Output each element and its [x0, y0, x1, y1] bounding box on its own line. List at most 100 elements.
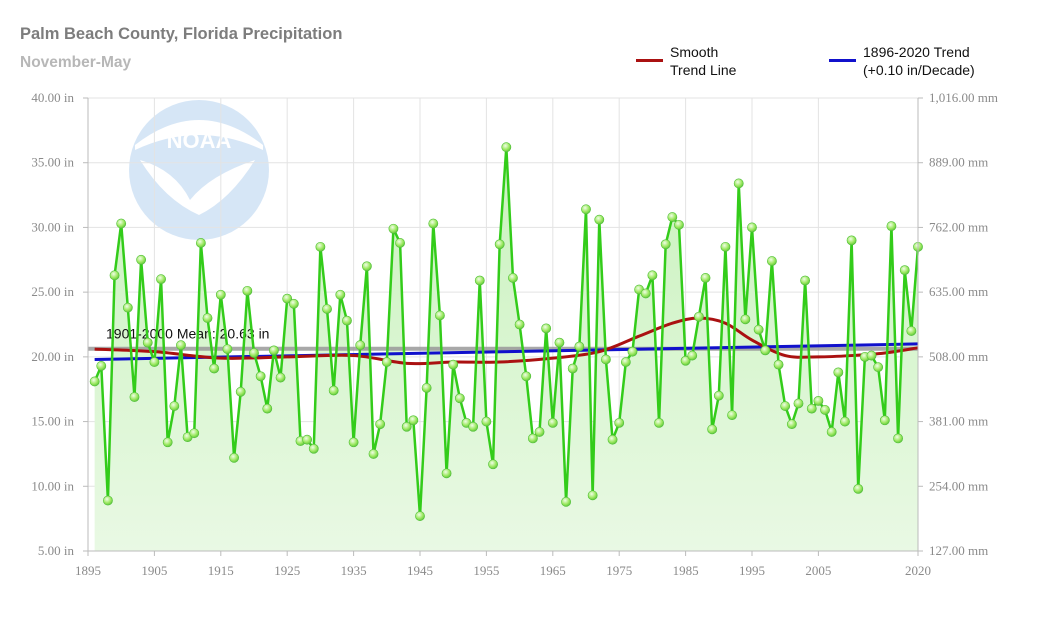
- data-point: [401, 421, 412, 432]
- data-point: [840, 416, 850, 427]
- data-point: [454, 393, 465, 404]
- chart-subtitle: November-May: [20, 54, 132, 71]
- data-point: [508, 273, 518, 283]
- legend-swatch-linear: [829, 59, 856, 62]
- data-point: [747, 222, 757, 233]
- x-tick-label: 1895: [75, 563, 101, 578]
- data-point: [587, 490, 598, 501]
- y2-tick-label: 508.00 mm: [929, 349, 988, 364]
- data-point: [733, 178, 744, 189]
- data-point: [395, 238, 405, 248]
- data-point: [408, 415, 419, 426]
- data-point: [415, 511, 425, 521]
- x-tick-label: 1905: [141, 563, 167, 578]
- data-point: [899, 265, 910, 276]
- data-point: [142, 337, 153, 348]
- data-point: [435, 310, 445, 321]
- y-tick-label: 30.00 in: [31, 219, 74, 234]
- data-point: [103, 495, 113, 506]
- y2-tick-label: 889.00 mm: [929, 155, 988, 170]
- data-point: [169, 401, 180, 411]
- data-point: [846, 235, 857, 246]
- data-point: [800, 275, 811, 286]
- data-point: [873, 362, 884, 373]
- legend-item-linear[interactable]: 1896-2020 Trend (+0.10 in/Decade): [863, 43, 975, 79]
- y-tick-label: 25.00 in: [31, 284, 74, 299]
- legend-label-smooth-line1: Smooth: [670, 44, 719, 60]
- data-point: [607, 434, 618, 445]
- x-tick-label: 1925: [274, 563, 300, 578]
- data-point: [654, 417, 664, 428]
- chart-title: Palm Beach County, Florida Precipitation: [20, 25, 343, 43]
- y-tick-label: 15.00 in: [31, 414, 74, 429]
- legend-item-smooth[interactable]: Smooth Trend Line: [670, 43, 736, 79]
- data-point: [176, 340, 186, 351]
- data-point: [441, 468, 452, 479]
- data-point: [209, 363, 220, 374]
- data-point: [269, 345, 279, 356]
- data-point: [514, 319, 525, 330]
- legend-label-smooth-line2: Trend Line: [670, 62, 737, 78]
- y2-tick-label: 254.00 mm: [929, 478, 988, 493]
- data-point: [647, 270, 658, 281]
- data-point: [262, 403, 273, 414]
- x-tick-label: 1995: [739, 563, 765, 578]
- data-point: [202, 313, 213, 323]
- data-point: [488, 459, 498, 470]
- data-point: [315, 241, 326, 252]
- data-point: [753, 324, 764, 335]
- x-tick-label: 1945: [407, 563, 433, 578]
- legend-label-linear-line1: 1896-2020 Trend: [863, 44, 970, 60]
- data-point: [567, 363, 578, 374]
- data-point: [740, 314, 751, 325]
- data-point: [700, 273, 711, 283]
- data-point: [195, 238, 206, 248]
- data-point: [674, 219, 684, 230]
- legend-swatch-smooth: [636, 59, 663, 62]
- data-point: [494, 239, 505, 250]
- data-point: [355, 340, 366, 351]
- data-point: [640, 288, 651, 299]
- data-point: [667, 212, 678, 222]
- trend-lines: [94, 316, 919, 366]
- data-point: [767, 256, 777, 266]
- data-point: [501, 142, 512, 153]
- data-point: [879, 415, 890, 426]
- legend-label-linear-line2: (+0.10 in/Decade): [863, 62, 975, 78]
- data-point: [468, 421, 479, 432]
- data-point: [348, 437, 359, 448]
- y2-tick-label: 127.00 mm: [929, 543, 988, 558]
- data-point: [833, 367, 844, 378]
- data-point: [162, 437, 173, 448]
- x-tick-label: 2020: [905, 563, 931, 578]
- data-point: [853, 483, 864, 494]
- y2-tick-label: 381.00 mm: [929, 414, 988, 429]
- data-point: [328, 385, 339, 396]
- data-point: [760, 345, 771, 356]
- y-tick-label: 20.00 in: [31, 349, 74, 364]
- smooth-trend-line: [94, 316, 919, 366]
- data-point: [687, 350, 698, 361]
- data-point: [375, 419, 386, 430]
- data-point: [129, 392, 140, 402]
- y-tick-label: 35.00 in: [31, 155, 74, 170]
- data-point: [308, 443, 319, 454]
- axes: 5.00 in 127.00 mm 10.00 in 254.00 mm 15.00 i…: [31, 90, 998, 578]
- data-point: [388, 223, 399, 234]
- data-point: [149, 357, 160, 367]
- data-point: [574, 341, 585, 352]
- data-point: [601, 354, 611, 365]
- data-point: [707, 424, 718, 435]
- data-point: [527, 433, 538, 444]
- data-point: [288, 298, 299, 309]
- data-point: [720, 241, 731, 252]
- data-point: [660, 239, 671, 250]
- data-point: [793, 398, 804, 409]
- data-point: [534, 427, 545, 437]
- x-tick-label: 1915: [208, 563, 234, 578]
- data-point: [89, 376, 100, 387]
- x-tick-label: 1955: [473, 563, 499, 578]
- y2-tick-label: 762.00 mm: [929, 219, 988, 234]
- noaa-logo-watermark: NOAA: [129, 100, 269, 240]
- data-point: [693, 311, 704, 322]
